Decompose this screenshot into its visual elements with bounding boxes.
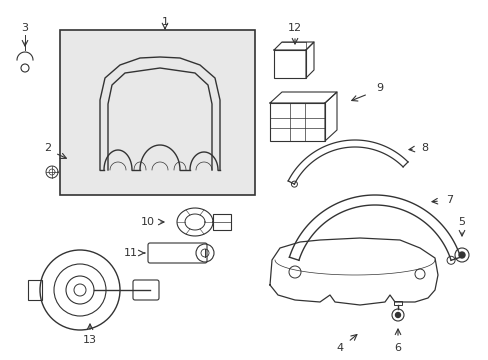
Text: 2: 2 bbox=[44, 143, 51, 153]
Circle shape bbox=[395, 312, 400, 318]
Text: 11: 11 bbox=[124, 248, 138, 258]
Text: 10: 10 bbox=[141, 217, 155, 227]
Circle shape bbox=[458, 252, 464, 258]
Bar bbox=[393, 301, 401, 305]
Text: 12: 12 bbox=[287, 23, 302, 33]
Bar bbox=[213, 214, 230, 230]
Text: 6: 6 bbox=[394, 343, 401, 353]
Text: 5: 5 bbox=[458, 217, 465, 227]
Text: 1: 1 bbox=[161, 17, 168, 27]
Bar bbox=[60, 30, 254, 195]
Text: 8: 8 bbox=[421, 143, 427, 153]
Text: 3: 3 bbox=[21, 23, 28, 33]
Text: 9: 9 bbox=[376, 83, 383, 93]
Text: 7: 7 bbox=[446, 195, 453, 205]
Bar bbox=[28, 280, 42, 300]
Bar bbox=[269, 103, 325, 141]
Bar bbox=[273, 50, 305, 78]
Text: 13: 13 bbox=[83, 335, 97, 345]
Text: 4: 4 bbox=[336, 343, 343, 353]
